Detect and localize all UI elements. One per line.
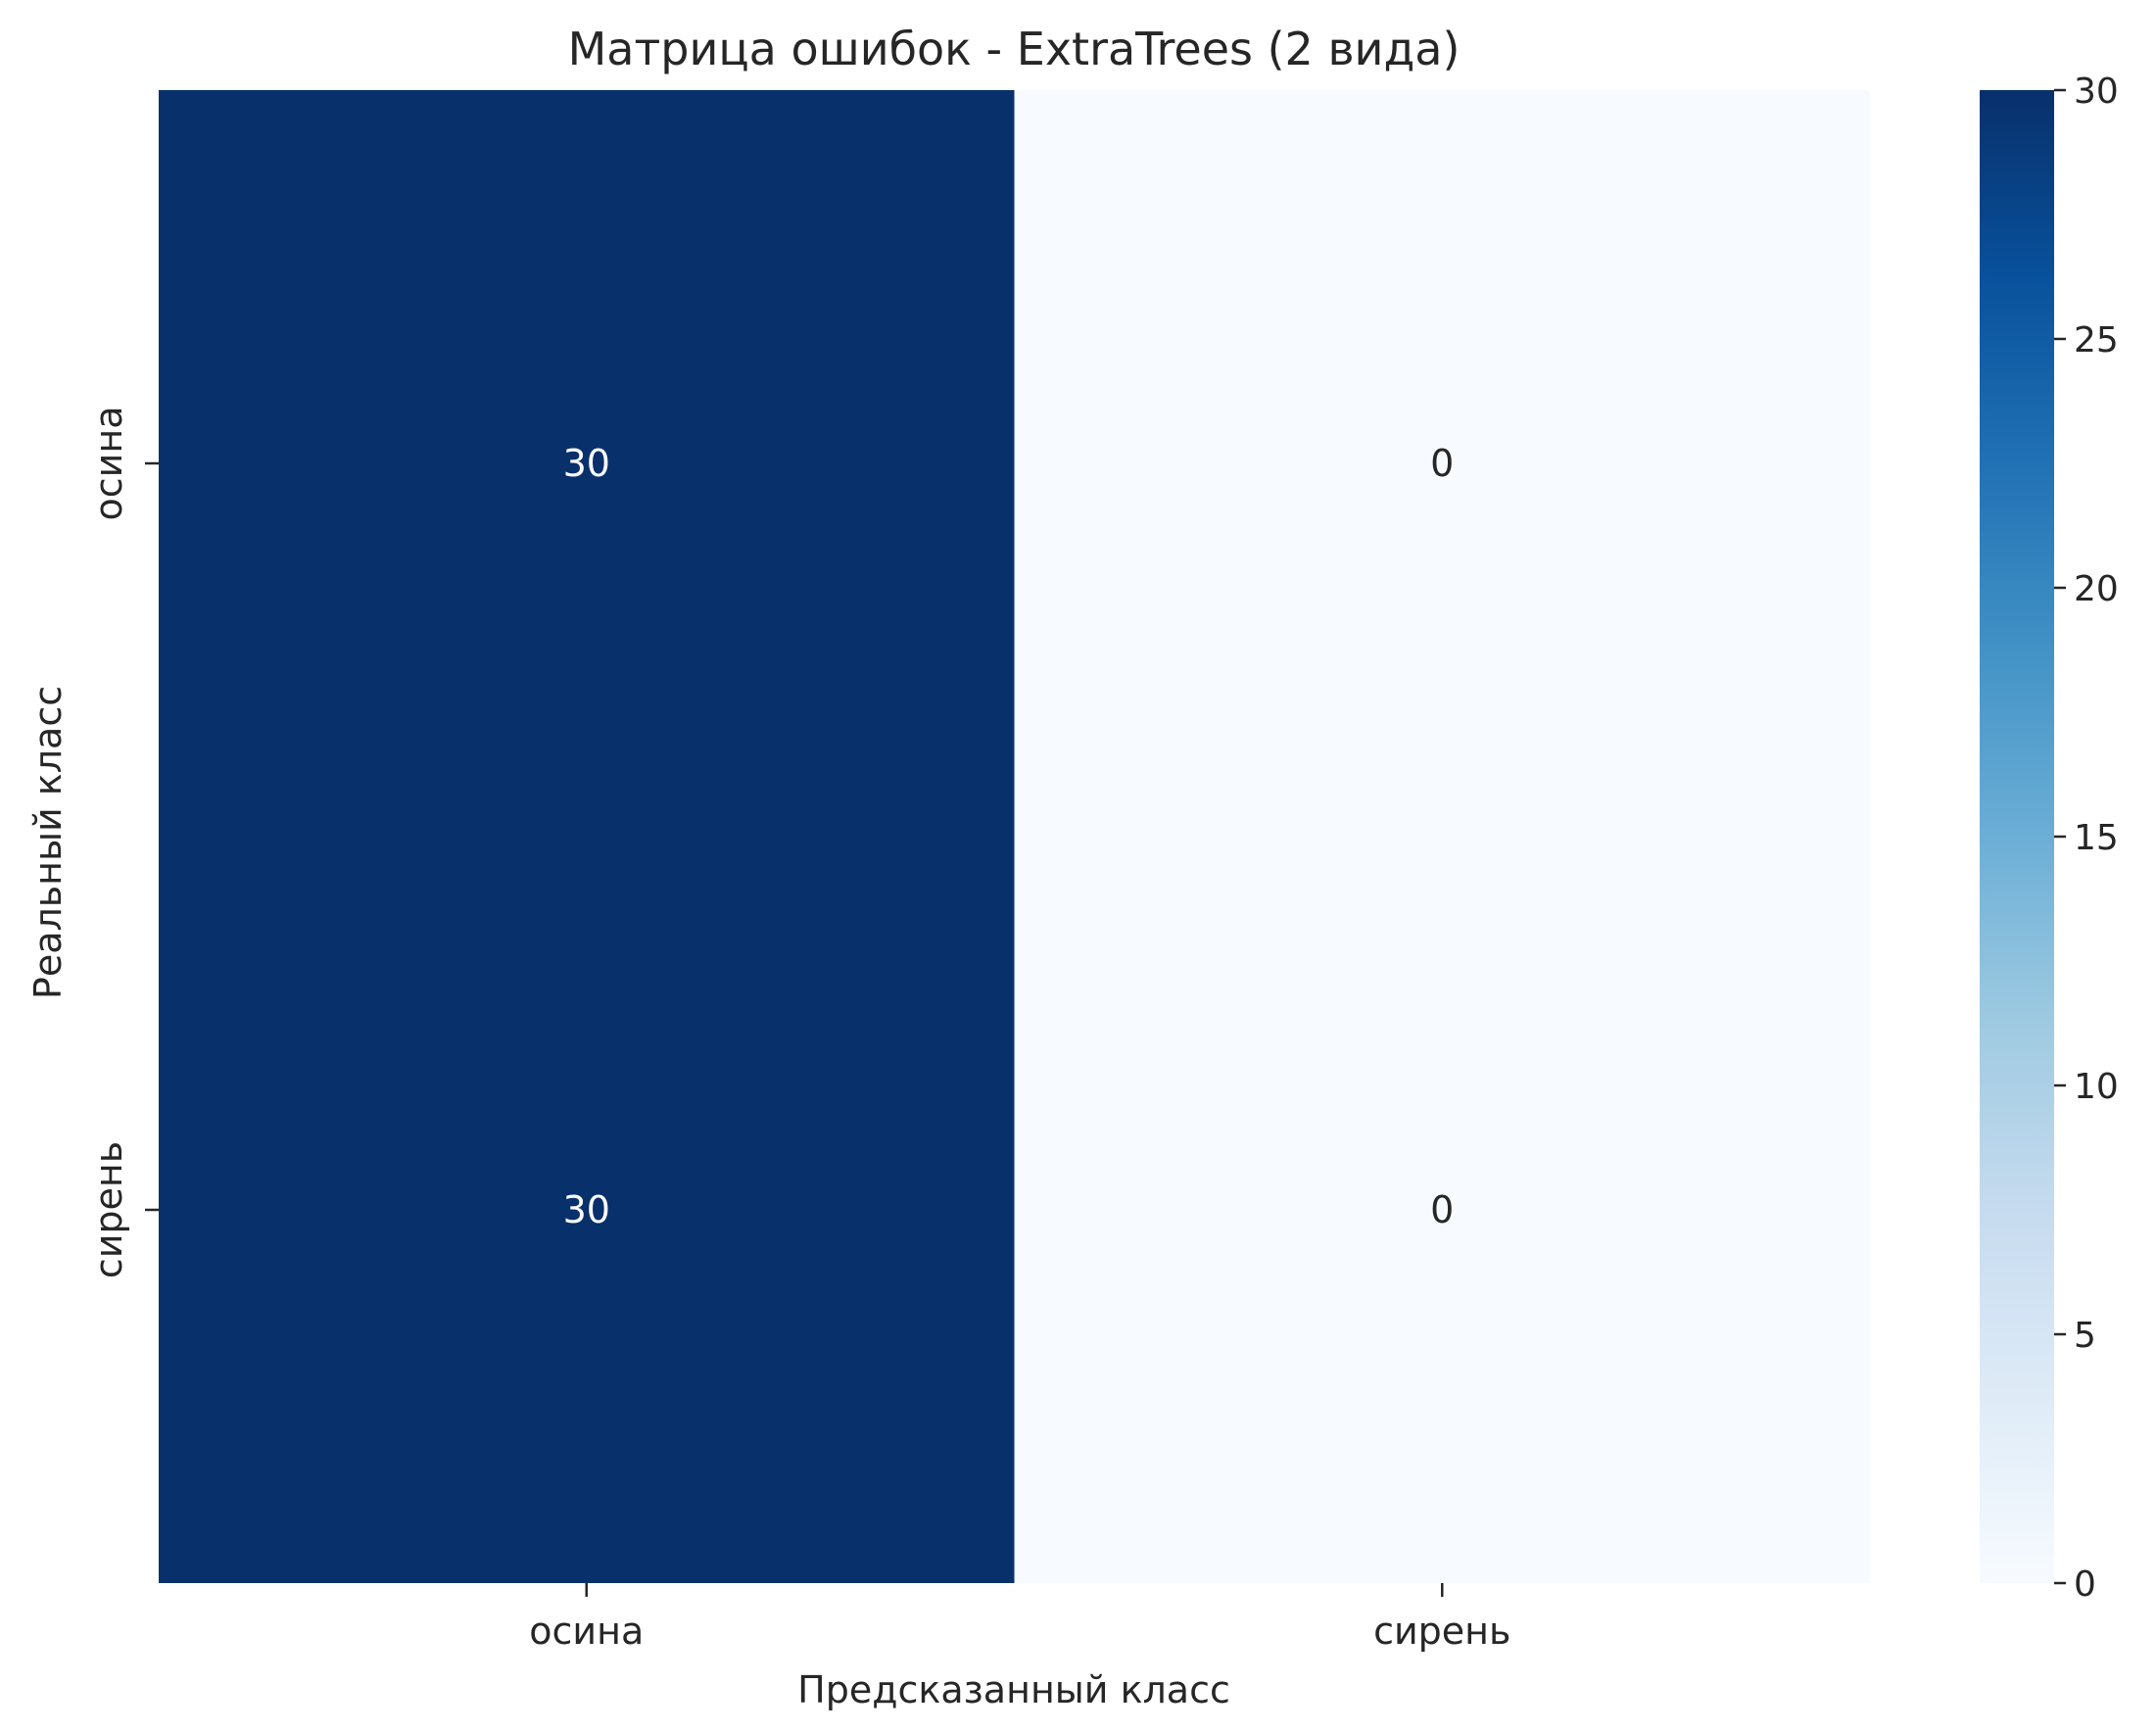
colorbar — [1980, 90, 2054, 1583]
colorbar-tick-label: 25 — [2074, 320, 2119, 361]
y-axis-ticks: осина сирень — [87, 407, 159, 1278]
colorbar-tick-label: 0 — [2074, 1564, 2096, 1605]
colorbar-tick-label: 30 — [2074, 72, 2119, 112]
colorbar-tick-label: 20 — [2074, 569, 2119, 609]
colorbar-tick-label: 15 — [2074, 818, 2119, 858]
heatmap-cell — [1014, 90, 1870, 837]
chart-title: Матрица ошибок - ExtraTrees (2 вида) — [568, 23, 1461, 75]
y-tick-label: сирень — [87, 1141, 130, 1278]
heatmap-cell — [1014, 837, 1870, 1583]
x-axis-ticks: осина сирень — [529, 1583, 1510, 1653]
y-axis-label: Реальный класс — [26, 686, 70, 999]
cell-value-label: 30 — [563, 442, 610, 485]
y-tick-label: осина — [87, 407, 130, 521]
x-tick-label: сирень — [1373, 1610, 1510, 1653]
cell-value-label: 30 — [563, 1188, 610, 1231]
colorbar-tick-label: 5 — [2074, 1316, 2096, 1356]
x-tick-label: осина — [529, 1610, 644, 1653]
colorbar-ticks: 0 5 10 15 20 25 30 — [2054, 72, 2119, 1605]
cell-value-label: 0 — [1430, 1188, 1454, 1231]
x-axis-label: Предсказанный класс — [797, 1668, 1230, 1711]
cell-value-label: 0 — [1430, 442, 1454, 485]
heatmap-cell — [159, 837, 1015, 1583]
colorbar-tick-label: 10 — [2074, 1067, 2119, 1107]
heatmap-cell — [159, 90, 1015, 837]
heatmap-cells: 30 0 30 0 — [159, 90, 1870, 1583]
